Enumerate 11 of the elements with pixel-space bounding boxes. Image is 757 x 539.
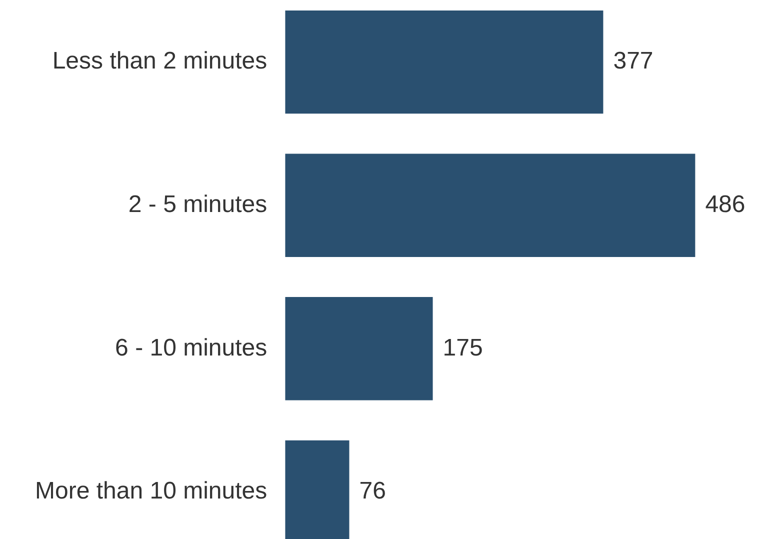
y-tick-label: 6 - 10 minutes — [115, 334, 268, 362]
data-label: 486 — [705, 190, 746, 218]
bar — [285, 10, 604, 114]
y-tick-label: 2 - 5 minutes — [128, 190, 268, 218]
bar — [285, 297, 433, 400]
data-label: 377 — [613, 48, 654, 75]
y-tick-label: Less than 2 minutes — [52, 48, 268, 75]
y-tick-label: More than 10 minutes — [35, 478, 268, 505]
data-label: 76 — [359, 478, 386, 505]
bar — [285, 154, 696, 257]
data-label: 175 — [442, 334, 483, 362]
